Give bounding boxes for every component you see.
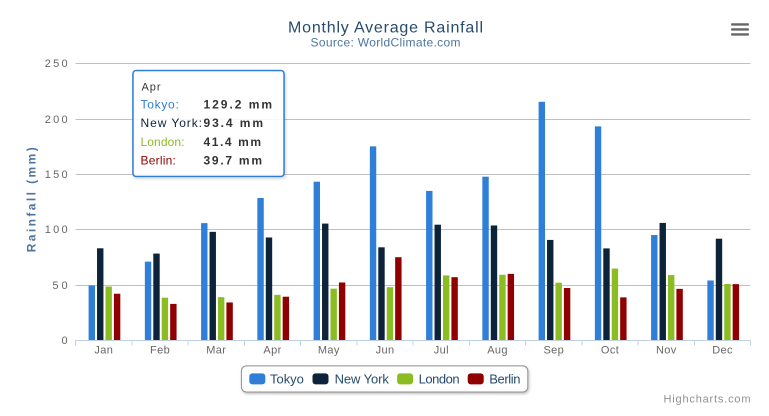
svg-text:Jul: Jul [434, 345, 449, 357]
svg-text:Source: WorldClimate.com: Source: WorldClimate.com [311, 36, 461, 50]
svg-text:London:: London: [141, 135, 185, 149]
svg-text:129.2 mm: 129.2 mm [204, 97, 273, 111]
svg-text:Dec: Dec [712, 345, 733, 357]
svg-text:Apr: Apr [142, 82, 161, 94]
svg-text:Tokyo:: Tokyo: [141, 97, 179, 111]
svg-text:0: 0 [61, 335, 67, 347]
svg-text:Berlin: Berlin [489, 372, 520, 387]
svg-text:Sep: Sep [543, 345, 563, 357]
svg-text:Jan: Jan [94, 345, 112, 357]
svg-text:100: 100 [45, 224, 68, 236]
svg-text:Nov: Nov [656, 345, 677, 357]
svg-text:Berlin:: Berlin: [141, 154, 176, 168]
svg-text:New York:: New York: [141, 116, 203, 130]
svg-text:200: 200 [45, 114, 68, 126]
svg-text:Oct: Oct [601, 345, 619, 357]
svg-text:250: 250 [45, 58, 68, 70]
svg-text:150: 150 [45, 169, 68, 181]
svg-text:Tokyo: Tokyo [270, 372, 304, 387]
svg-text:Mar: Mar [206, 345, 226, 357]
svg-text:Highcharts.com: Highcharts.com [664, 394, 751, 406]
svg-text:41.4 mm: 41.4 mm [204, 135, 262, 149]
svg-text:Jun: Jun [376, 345, 394, 357]
svg-text:Aug: Aug [487, 345, 507, 357]
svg-text:Apr: Apr [263, 345, 281, 357]
svg-text:Monthly Average Rainfall: Monthly Average Rainfall [288, 20, 483, 37]
svg-text:Rainfall (mm): Rainfall (mm) [25, 147, 39, 252]
svg-text:May: May [318, 345, 340, 357]
svg-text:London: London [419, 372, 460, 387]
svg-text:New York: New York [335, 372, 390, 387]
svg-text:Feb: Feb [150, 345, 170, 357]
